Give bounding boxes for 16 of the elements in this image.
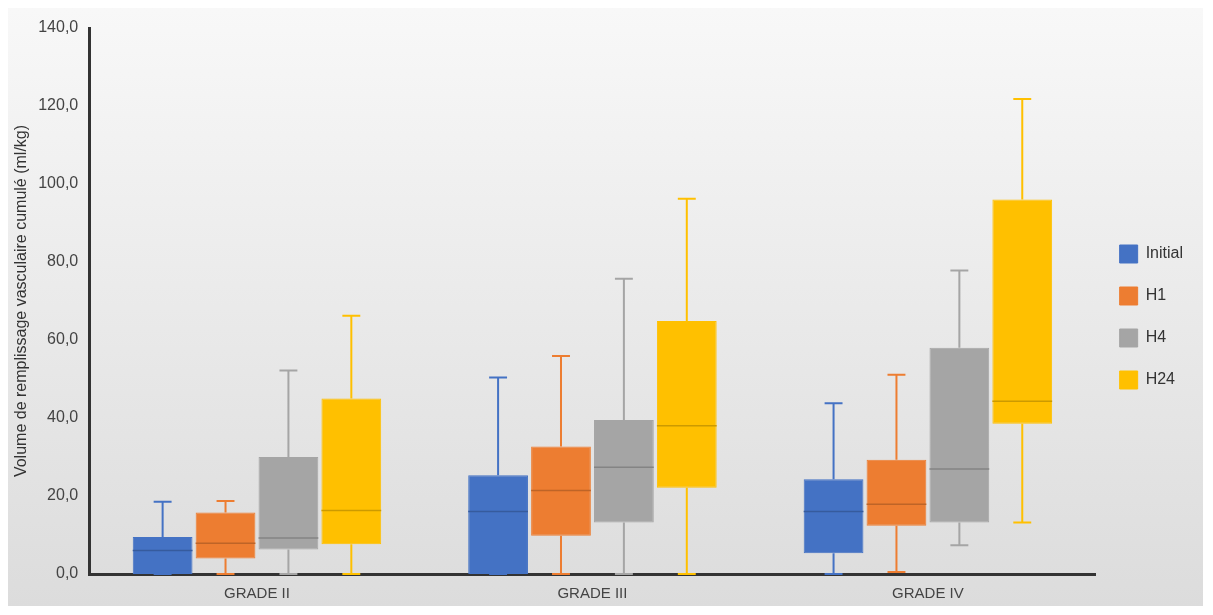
y-tick-label: 20,0	[47, 486, 79, 504]
y-tick-label: 80,0	[47, 252, 79, 270]
legend-label: H4	[1145, 328, 1167, 346]
x-tick-label: GRADE II	[224, 584, 290, 602]
legend-label: H1	[1145, 286, 1167, 304]
y-tick-label: 0,0	[55, 564, 79, 582]
y-tick-label: 40,0	[47, 408, 79, 426]
x-tick-label: GRADE IV	[892, 584, 964, 602]
y-tick-label: 100,0	[38, 174, 79, 192]
y-axis-title: Volume de remplissage vasculaire cumulé (ml/kg)	[12, 124, 30, 478]
x-tick-label: GRADE III	[557, 584, 628, 602]
y-tick-label: 60,0	[47, 330, 79, 348]
legend-label: H24	[1145, 370, 1176, 388]
legend-label: Initial	[1145, 244, 1184, 262]
y-tick-label: 140,0	[38, 18, 79, 36]
y-tick-label: 120,0	[38, 96, 79, 114]
